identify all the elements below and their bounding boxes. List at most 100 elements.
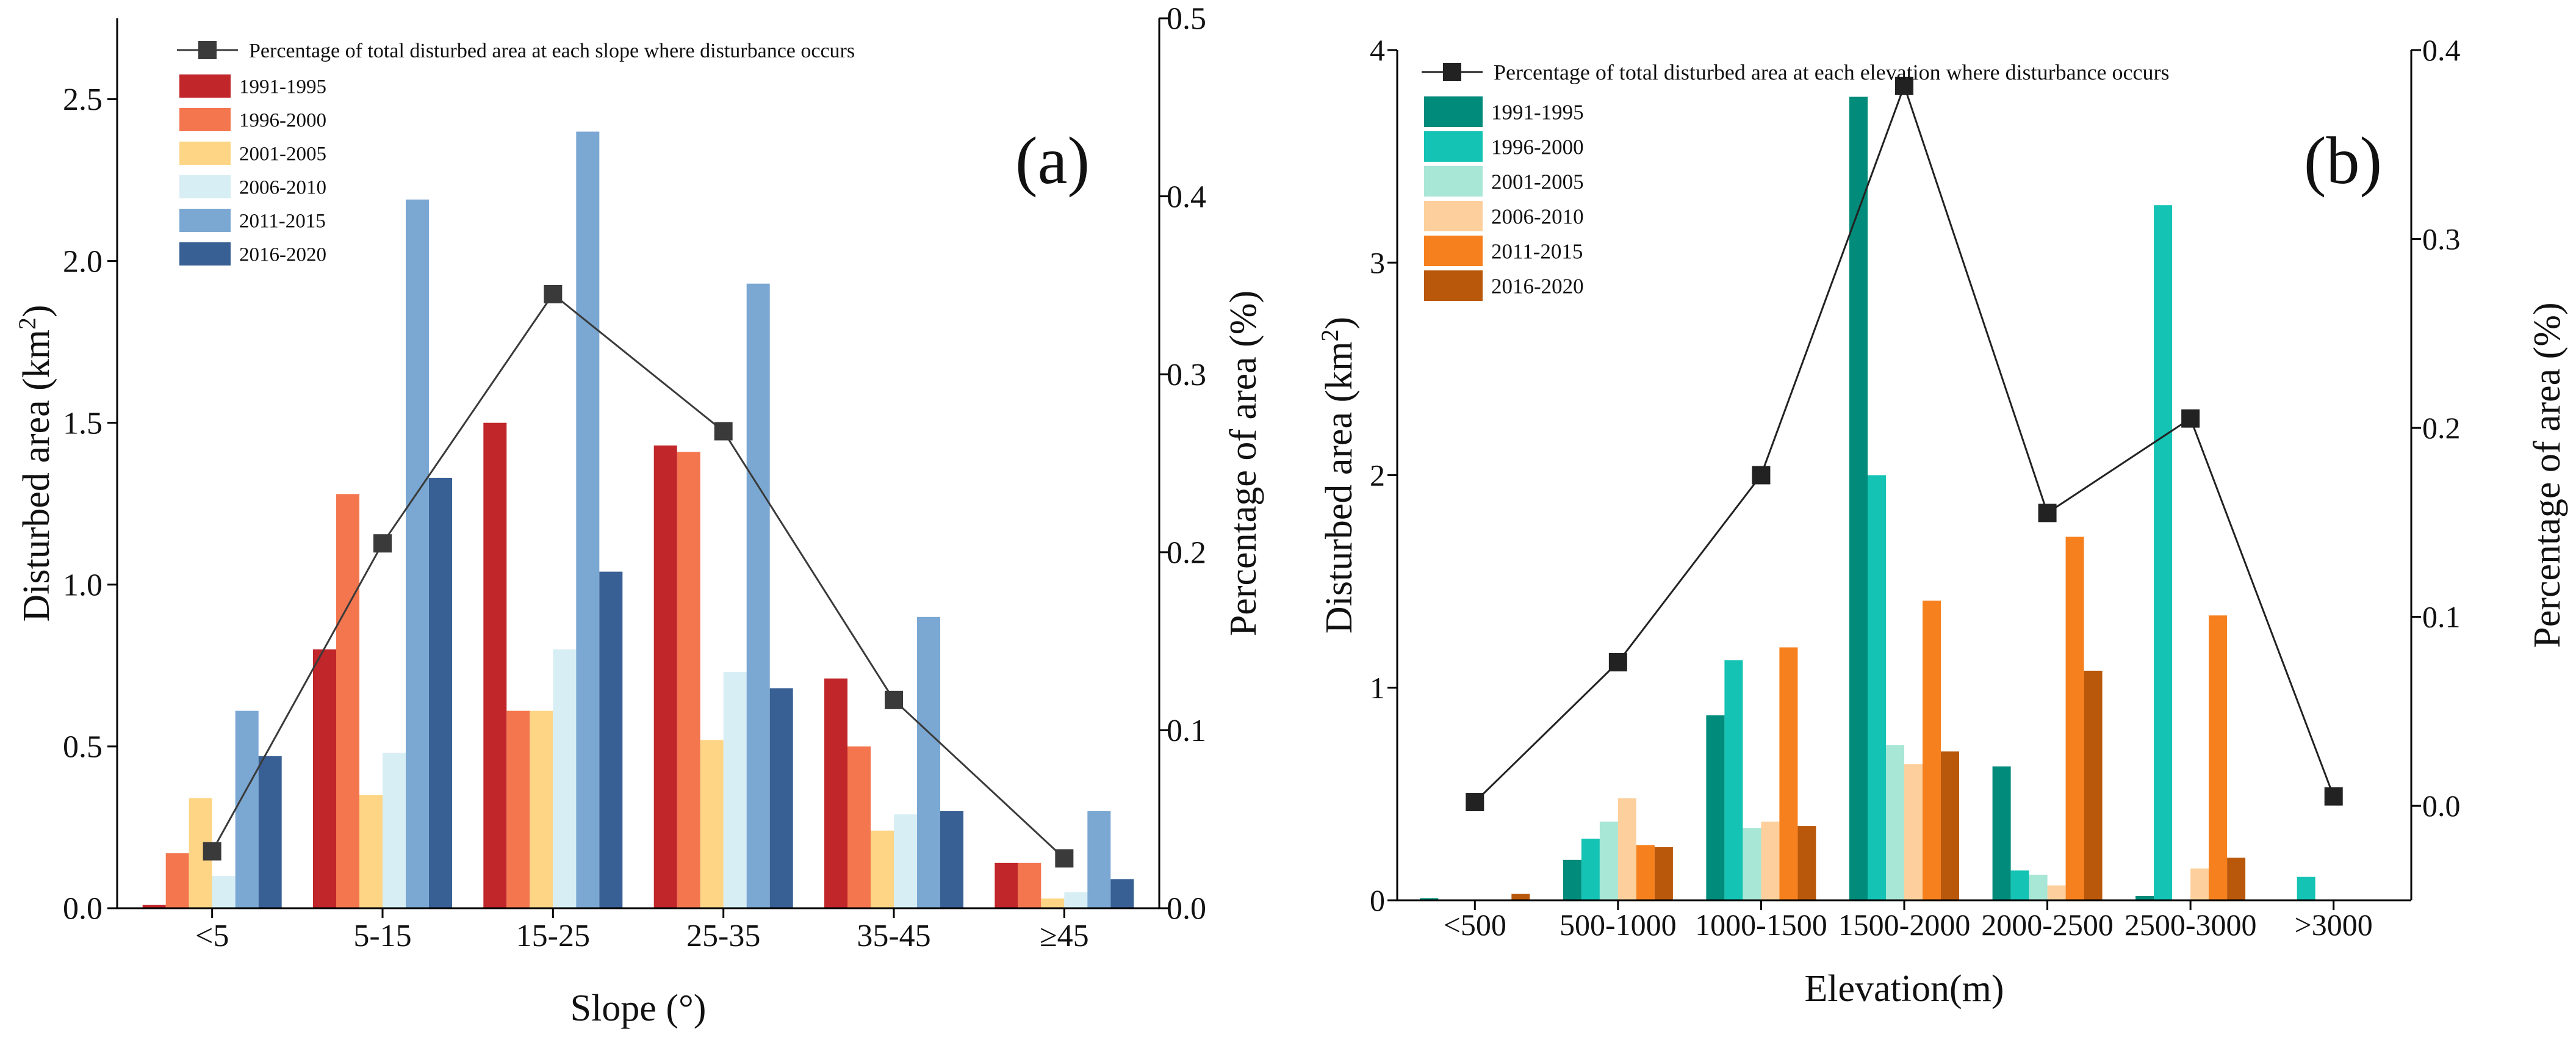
bar-2006-2010-2500-3000 xyxy=(2190,868,2209,900)
bar-2006-2010-≥45 xyxy=(1064,892,1088,908)
legend-label-2001-2005: 2001-2005 xyxy=(239,143,326,165)
y2-tick-label: 0.0 xyxy=(1167,892,1206,927)
bar-2016-2020-2000-2500 xyxy=(2084,670,2103,900)
legend-swatch-1996-2000 xyxy=(179,108,231,131)
bar-2006-2010-2000-2500 xyxy=(2047,885,2066,900)
bar-1996-2000-2500-3000 xyxy=(2154,205,2173,901)
legend-swatch-2006-2010 xyxy=(1424,201,1483,231)
bar-2011-2015-<5 xyxy=(235,710,259,908)
bar-2006-2010-<5 xyxy=(212,876,236,908)
line-marker-15-25 xyxy=(544,284,563,303)
x-tick-label: 1000-1500 xyxy=(1695,908,1827,942)
line-marker-<500 xyxy=(1466,793,1484,812)
y-tick-label: 2.0 xyxy=(63,244,103,279)
bar-1991-1995-1000-1500 xyxy=(1706,715,1725,900)
bar-1996-2000-<5 xyxy=(165,853,189,908)
y-tick-label: 1.0 xyxy=(63,568,103,602)
bar-2011-2015-35-45 xyxy=(917,616,940,908)
y2-tick-label: 0.3 xyxy=(2422,222,2461,256)
bar-2006-2010-25-35 xyxy=(723,672,747,908)
line-marker->3000 xyxy=(2324,787,2343,806)
bar-1996-2000-500-1000 xyxy=(1581,839,1600,900)
x-tick-label: 2000-2500 xyxy=(1981,908,2114,942)
y-axis-title: Disturbed area (km2) xyxy=(1316,317,1360,634)
bar-2001-2005-500-1000 xyxy=(1599,822,1618,900)
legend-swatch-2016-2020 xyxy=(179,242,231,266)
y-tick-label: 0.0 xyxy=(63,892,103,927)
bar-2011-2015-25-35 xyxy=(746,283,770,908)
y-tick-label: 1 xyxy=(1370,671,1385,705)
legend-label-1991-1995: 1991-1995 xyxy=(239,76,326,98)
bar-1991-1995-≥45 xyxy=(995,862,1018,908)
bar-1996-2000-1000-1500 xyxy=(1724,660,1743,900)
y-tick-label: 4 xyxy=(1370,33,1385,67)
line-marker-≥45 xyxy=(1055,849,1074,868)
x-tick-label: 25-35 xyxy=(686,919,760,953)
bar-1991-1995-500-1000 xyxy=(1563,859,1581,900)
line-marker-25-35 xyxy=(714,422,733,441)
y2-tick-label: 0.1 xyxy=(2422,600,2461,634)
panel-label: (a) xyxy=(1015,123,1090,198)
legend-label-1996-2000: 1996-2000 xyxy=(1491,135,1584,159)
x-tick-label: <500 xyxy=(1444,908,1506,942)
bar-1991-1995-<500 xyxy=(1420,898,1439,900)
bar-2016-2020-<500 xyxy=(1511,894,1530,900)
bar-2016-2020-15-25 xyxy=(599,571,623,908)
bar-2011-2015-5-15 xyxy=(406,199,429,908)
bar-2016-2020-500-1000 xyxy=(1654,847,1673,900)
bar-2001-2005-1000-1500 xyxy=(1743,828,1761,900)
y-tick-label: 0.5 xyxy=(63,730,103,765)
legend-line-marker xyxy=(198,41,217,59)
bar-1991-1995-15-25 xyxy=(483,422,507,908)
bar-2016-2020-1000-1500 xyxy=(1797,826,1816,900)
bar-2016-2020-25-35 xyxy=(769,688,793,908)
legend-swatch-1996-2000 xyxy=(1424,131,1483,162)
legend-label-1991-1995: 1991-1995 xyxy=(1491,100,1584,124)
y-tick-label: 3 xyxy=(1370,245,1385,280)
bar-2016-2020-≥45 xyxy=(1110,879,1134,908)
legend-line-label: Percentage of total disturbed area at ea… xyxy=(249,40,855,62)
x-tick-label: ≥45 xyxy=(1040,919,1089,953)
y2-tick-label: 0.5 xyxy=(1167,2,1206,37)
bar-2011-2015-1500-2000 xyxy=(1923,601,1941,900)
y-tick-label: 0 xyxy=(1370,883,1385,917)
bar-2001-2005-2000-2500 xyxy=(2029,875,2048,900)
legend-swatch-2016-2020 xyxy=(1424,270,1483,301)
y2-tick-label: 0.0 xyxy=(2422,789,2461,823)
x-tick-label: >3000 xyxy=(2295,908,2373,942)
line-marker-<5 xyxy=(203,842,221,861)
y2-axis-title: Percentage of area (%) xyxy=(1223,291,1264,636)
legend-line-marker xyxy=(1443,63,1461,81)
bar-1996-2000-2000-2500 xyxy=(2010,870,2029,900)
bar-2016-2020-1500-2000 xyxy=(1941,751,1959,900)
bar-1996-2000-15-25 xyxy=(506,710,530,908)
bar-1996-2000-5-15 xyxy=(336,494,359,908)
bar-2001-2005-1500-2000 xyxy=(1886,745,1904,900)
line-marker-1500-2000 xyxy=(1895,76,1913,95)
legend-label-2006-2010: 2006-2010 xyxy=(1491,204,1584,228)
percentage-line xyxy=(211,292,1065,859)
bar-2001-2005-5-15 xyxy=(359,795,383,908)
legend-swatch-2001-2005 xyxy=(1424,166,1483,197)
bar-2006-2010-1000-1500 xyxy=(1761,822,1780,900)
legend-swatch-2011-2015 xyxy=(1424,236,1483,266)
bar-1991-1995-1500-2000 xyxy=(1849,96,1868,901)
x-tick-label: 1500-2000 xyxy=(1838,908,1971,942)
x-tick-label: 5-15 xyxy=(353,919,411,953)
y-axis-title-close: ) xyxy=(16,305,57,317)
y2-tick-label: 0.3 xyxy=(1167,358,1206,392)
bar-2001-2005-≥45 xyxy=(1041,898,1065,908)
legend-swatch-2001-2005 xyxy=(179,142,231,165)
x-axis-title: Slope (°) xyxy=(570,988,707,1029)
legend-label-2006-2010: 2006-2010 xyxy=(239,177,326,199)
bar-2011-2015-≥45 xyxy=(1087,811,1111,908)
legend-label-2011-2015: 2011-2015 xyxy=(1491,239,1583,263)
y2-tick-label: 0.2 xyxy=(2422,411,2461,445)
x-tick-label: 500-1000 xyxy=(1560,908,1677,942)
y-axis-title-superscript: 2 xyxy=(13,317,41,330)
bar-2016-2020-2500-3000 xyxy=(2227,858,2246,900)
y-axis-title: Disturbed area (km2) xyxy=(13,305,57,621)
line-marker-35-45 xyxy=(885,690,903,709)
legend-label-2016-2020: 2016-2020 xyxy=(1491,274,1584,298)
chart-panel-b: 0 1 2 3 4 0.0 0.1 0.2 0.3 0.4 <500 500-1000 1000-150… xyxy=(1316,33,2568,1010)
